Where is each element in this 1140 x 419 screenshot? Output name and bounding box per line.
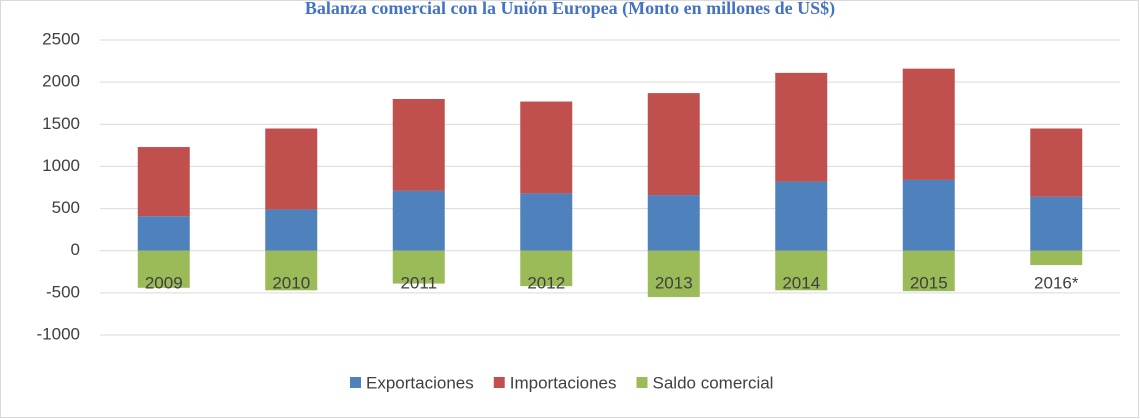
bar-segment <box>265 209 318 251</box>
x-tick-label: 2011 <box>400 273 437 292</box>
legend-label: Importaciones <box>510 373 617 392</box>
x-tick-label: 2014 <box>782 273 820 292</box>
y-tick-label: -500 <box>46 282 80 301</box>
bar-segment <box>520 101 573 194</box>
bar-segment <box>1030 250 1083 266</box>
y-tick-label: 2500 <box>42 29 80 48</box>
bar-segment <box>902 250 955 292</box>
y-tick-label: 1500 <box>42 114 80 133</box>
bar-segment <box>520 193 573 251</box>
y-tick-label: 2000 <box>42 72 80 91</box>
x-tick-label: 2016* <box>1034 273 1079 292</box>
x-tick-label: 2013 <box>655 273 693 292</box>
chart-title: Balanza comercial con la Unión Europea (… <box>305 0 835 19</box>
bar-segment <box>647 93 700 196</box>
bar-segment <box>392 99 445 191</box>
y-tick-label: 0 <box>71 240 80 259</box>
legend-label: Exportaciones <box>366 373 474 392</box>
x-tick-label: 2009 <box>145 273 183 292</box>
bar-segment <box>265 250 318 291</box>
bar-segment <box>265 128 318 210</box>
y-tick-label: 500 <box>52 198 80 217</box>
legend-label: Saldo comercial <box>653 373 774 392</box>
bar-segment <box>902 179 955 251</box>
bar-segment <box>392 190 445 251</box>
legend-swatch <box>636 377 648 388</box>
bar-segment <box>775 250 828 291</box>
bar-segment <box>137 147 190 217</box>
bar-segment <box>137 216 190 251</box>
x-tick-label: 2015 <box>910 273 948 292</box>
x-tick-label: 2010 <box>272 273 310 292</box>
y-tick-label: 1000 <box>42 156 80 175</box>
bar-segment <box>392 250 445 284</box>
bar-segment <box>647 195 700 251</box>
bar-segment <box>1030 196 1083 251</box>
legend-swatch <box>493 377 505 388</box>
bar-segment <box>775 72 828 182</box>
x-tick-label: 2012 <box>527 273 565 292</box>
bar-segment <box>1030 128 1083 197</box>
bar-segment <box>902 68 955 180</box>
bar-segment <box>647 250 700 298</box>
legend-swatch <box>350 377 361 388</box>
bar-segment <box>520 250 573 287</box>
bar-segment <box>137 250 190 288</box>
y-tick-label: -1000 <box>37 324 80 343</box>
bar-segment <box>775 181 828 251</box>
